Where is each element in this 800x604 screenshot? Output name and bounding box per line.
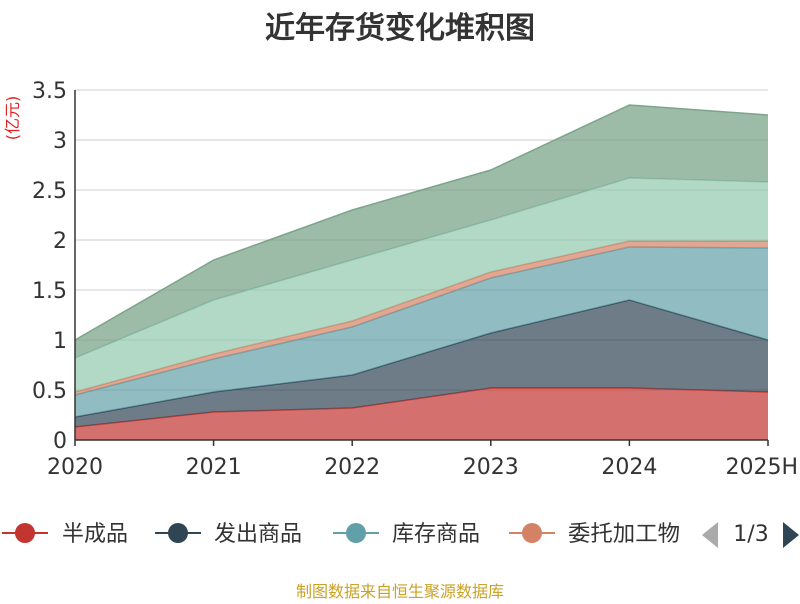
y-tick-label: 2	[53, 229, 67, 254]
y-tick-label: 1	[53, 329, 67, 354]
x-tick-label: 2020	[47, 455, 103, 480]
legend-prev-page-icon[interactable]	[702, 522, 718, 548]
legend-page-indicator: 1/3	[733, 522, 768, 547]
legend-label-0: 半成品	[62, 522, 128, 547]
legend-next-page-icon[interactable]	[783, 522, 799, 548]
x-tick-label: 2022	[324, 455, 380, 480]
legend-item-3[interactable]: 委托加工物	[509, 522, 680, 547]
legend-marker-2	[346, 523, 366, 543]
area-layer	[75, 105, 768, 440]
y-tick-label: 3.5	[32, 79, 67, 104]
y-tick-label: 2.5	[32, 179, 67, 204]
legend-marker-3	[522, 523, 542, 543]
y-tick-label: 3	[53, 129, 67, 154]
y-tick-label: 0	[53, 429, 67, 454]
x-tick-label: 2021	[186, 455, 242, 480]
x-tick-label: 2024	[601, 455, 657, 480]
legend-label-2: 库存商品	[392, 522, 480, 547]
y-tick-label: 0.5	[32, 379, 67, 404]
legend-item-1[interactable]: 发出商品	[155, 522, 302, 547]
legend: 半成品 发出商品 库存商品 委托加工物 1/3	[2, 522, 799, 548]
legend-marker-1	[168, 523, 188, 543]
legend-label-1: 发出商品	[214, 522, 302, 547]
y-axis-unit: (亿元)	[3, 96, 22, 141]
legend-label-3: 委托加工物	[568, 522, 680, 547]
data-source-note: 制图数据来自恒生聚源数据库	[296, 582, 504, 600]
x-tick-label: 2025H	[725, 455, 798, 480]
legend-marker-0	[15, 523, 35, 543]
legend-item-2[interactable]: 库存商品	[333, 522, 480, 547]
legend-item-0[interactable]: 半成品	[2, 522, 128, 547]
x-tick-label: 2023	[463, 455, 519, 480]
chart-title: 近年存货变化堆积图	[265, 11, 535, 46]
y-tick-label: 1.5	[32, 279, 67, 304]
